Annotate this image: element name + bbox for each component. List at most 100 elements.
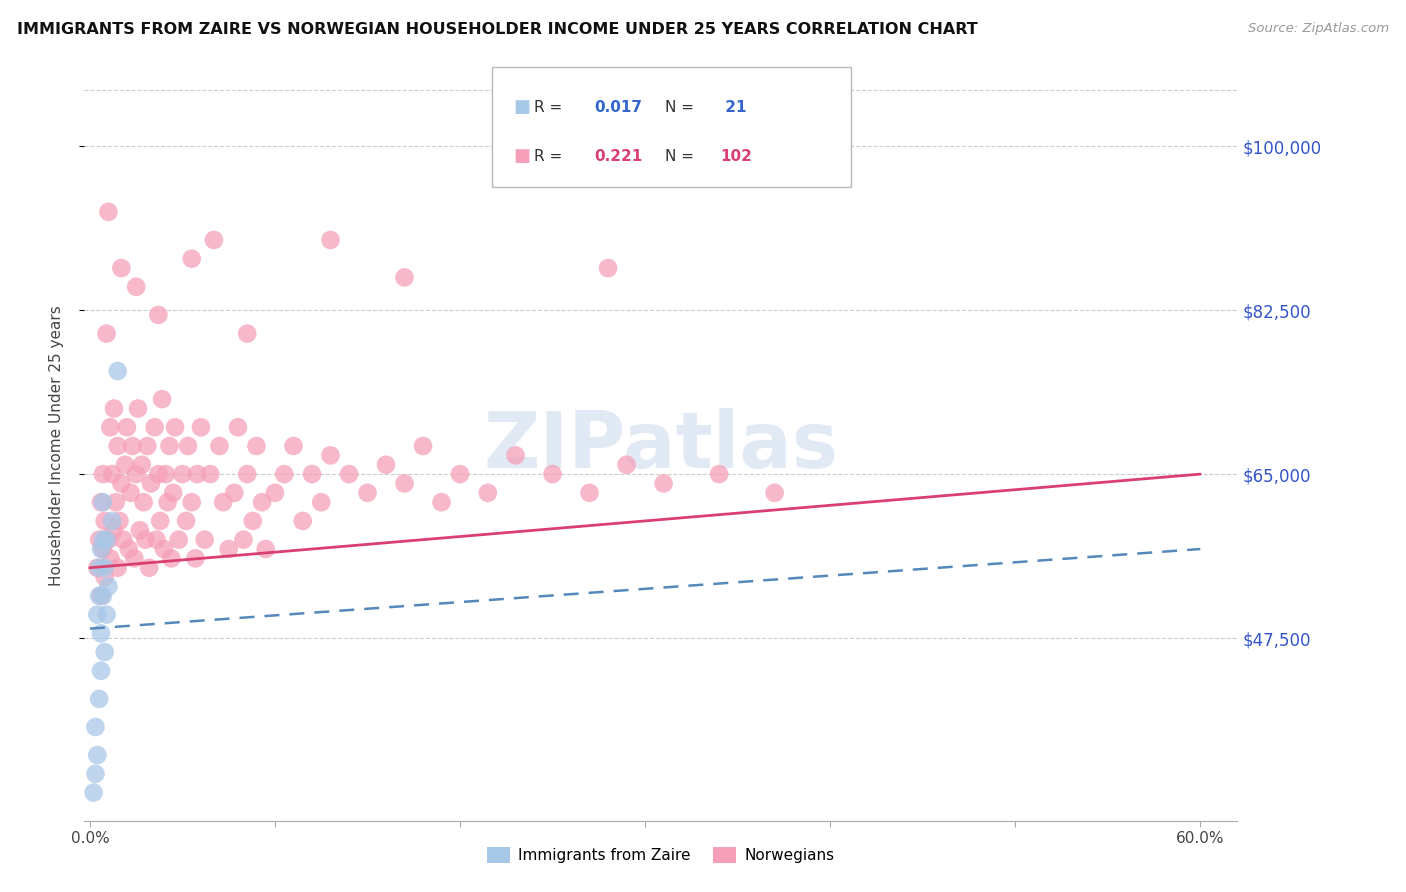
Point: [745, 158, 768, 172]
Point: [134, 533, 156, 547]
Y-axis label: Householder Income Under 25 years: Householder Income Under 25 years: [49, 306, 63, 586]
Point: [96, 326, 118, 341]
Point: [184, 551, 207, 566]
Point: [112, 533, 135, 547]
Point: [505, 449, 527, 463]
Point: [291, 514, 314, 528]
Point: [96, 533, 118, 547]
Text: R =: R =: [534, 149, 568, 163]
Point: [107, 439, 129, 453]
Point: [155, 467, 177, 482]
Point: [84, 767, 107, 781]
Point: [412, 439, 434, 453]
Point: [224, 485, 246, 500]
Point: [236, 467, 259, 482]
Point: [541, 467, 564, 482]
Point: [115, 420, 138, 434]
Point: [93, 645, 115, 659]
Text: 0.017: 0.017: [595, 100, 643, 114]
Point: [596, 261, 619, 276]
Point: [121, 439, 143, 453]
Point: [91, 533, 114, 547]
Point: [145, 533, 167, 547]
Point: [89, 533, 111, 547]
Point: [319, 449, 342, 463]
Point: [91, 589, 114, 603]
Point: [174, 514, 197, 528]
Point: [186, 467, 208, 482]
Text: ■: ■: [513, 147, 530, 165]
Point: [91, 467, 114, 482]
Point: [180, 495, 202, 509]
Point: [125, 467, 148, 482]
Point: [90, 495, 112, 509]
Point: [273, 467, 295, 482]
Point: [118, 542, 141, 557]
Point: [301, 467, 323, 482]
Point: [90, 626, 112, 640]
Point: [167, 533, 190, 547]
Point: [153, 542, 176, 557]
Point: [110, 476, 132, 491]
Point: [101, 467, 124, 482]
Text: ■: ■: [513, 98, 530, 116]
Point: [394, 270, 416, 285]
Point: [83, 786, 105, 800]
Point: [90, 589, 112, 603]
Point: [232, 533, 254, 547]
Point: [218, 542, 240, 557]
Point: [93, 570, 115, 584]
Point: [430, 495, 453, 509]
Point: [394, 476, 416, 491]
Point: [337, 467, 360, 482]
Point: [107, 364, 129, 378]
Text: N =: N =: [665, 149, 699, 163]
Point: [98, 551, 121, 566]
Text: Source: ZipAtlas.com: Source: ZipAtlas.com: [1249, 22, 1389, 36]
Point: [120, 485, 142, 500]
Point: [93, 514, 115, 528]
Point: [190, 420, 212, 434]
Point: [159, 439, 181, 453]
Point: [163, 420, 186, 434]
Point: [250, 495, 273, 509]
Point: [264, 485, 287, 500]
Point: [104, 495, 127, 509]
Point: [143, 420, 166, 434]
Point: [84, 720, 107, 734]
Point: [90, 664, 112, 678]
Text: IMMIGRANTS FROM ZAIRE VS NORWEGIAN HOUSEHOLDER INCOME UNDER 25 YEARS CORRELATION: IMMIGRANTS FROM ZAIRE VS NORWEGIAN HOUSE…: [17, 22, 977, 37]
Point: [124, 551, 146, 566]
Point: [139, 476, 162, 491]
Point: [131, 458, 153, 472]
Point: [162, 485, 184, 500]
Point: [309, 495, 332, 509]
Point: [160, 551, 183, 566]
Point: [172, 467, 194, 482]
Point: [242, 514, 264, 528]
Point: [125, 280, 148, 294]
Point: [707, 467, 730, 482]
Point: [202, 233, 225, 247]
Point: [180, 252, 202, 266]
Point: [108, 514, 131, 528]
Point: [616, 458, 638, 472]
Point: [86, 747, 108, 762]
Point: [97, 533, 120, 547]
Point: [254, 542, 277, 557]
Point: [86, 561, 108, 575]
Point: [97, 205, 120, 219]
Point: [93, 561, 115, 575]
Point: [449, 467, 471, 482]
Point: [212, 495, 235, 509]
Point: [356, 485, 378, 500]
Text: R =: R =: [534, 100, 568, 114]
Point: [101, 514, 124, 528]
Point: [208, 439, 231, 453]
Point: [138, 561, 160, 575]
Point: [245, 439, 267, 453]
Point: [148, 467, 170, 482]
Point: [226, 420, 249, 434]
Point: [194, 533, 217, 547]
Text: 0.221: 0.221: [595, 149, 643, 163]
